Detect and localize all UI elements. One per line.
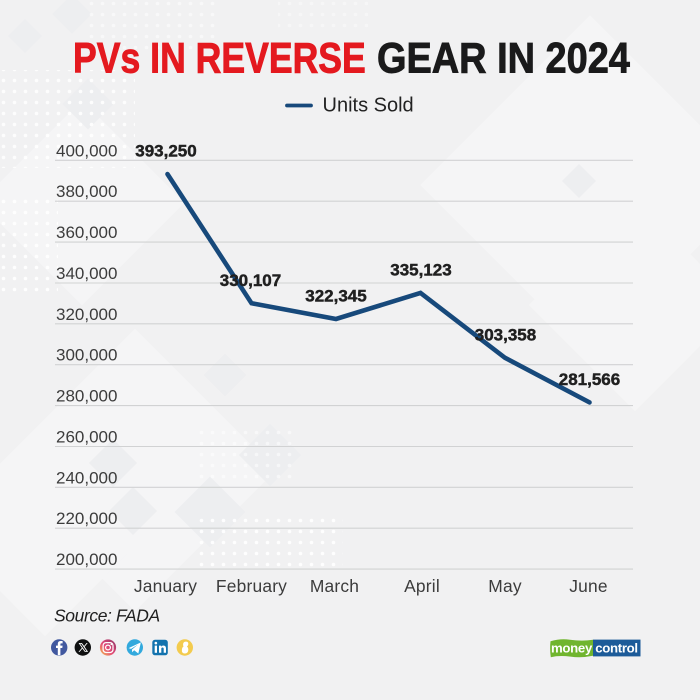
svg-text:340,000: 340,000	[56, 264, 117, 283]
svg-text:Units Sold: Units Sold	[323, 94, 414, 116]
svg-text:200,000: 200,000	[56, 550, 117, 569]
svg-text:240,000: 240,000	[56, 468, 117, 487]
svg-text:control: control	[595, 641, 638, 656]
svg-text:303,358: 303,358	[475, 325, 536, 344]
svg-text:220,000: 220,000	[56, 509, 117, 528]
svg-text:June: June	[569, 576, 608, 596]
svg-text:360,000: 360,000	[56, 223, 117, 242]
svg-text:GEAR IN 2024: GEAR IN 2024	[377, 33, 630, 82]
svg-text:335,123: 335,123	[390, 261, 451, 280]
svg-text:March: March	[310, 576, 359, 596]
svg-text:280,000: 280,000	[56, 387, 117, 406]
svg-text:May: May	[488, 576, 522, 596]
svg-text:April: April	[404, 576, 440, 596]
svg-text:330,107: 330,107	[220, 271, 281, 290]
svg-text:money: money	[551, 641, 593, 656]
svg-text:January: January	[134, 576, 197, 596]
svg-text:Source: FADA: Source: FADA	[54, 606, 160, 626]
svg-text:393,250: 393,250	[135, 142, 196, 161]
svg-text:400,000: 400,000	[56, 141, 117, 160]
svg-text:PVs IN REVERSE: PVs IN REVERSE	[73, 34, 366, 82]
svg-text:300,000: 300,000	[56, 346, 117, 365]
svg-text:322,345: 322,345	[305, 287, 366, 306]
svg-text:281,566: 281,566	[559, 370, 620, 389]
svg-text:320,000: 320,000	[56, 305, 117, 324]
svg-text:380,000: 380,000	[56, 182, 117, 201]
svg-text:260,000: 260,000	[56, 428, 117, 447]
svg-text:February: February	[216, 576, 287, 596]
